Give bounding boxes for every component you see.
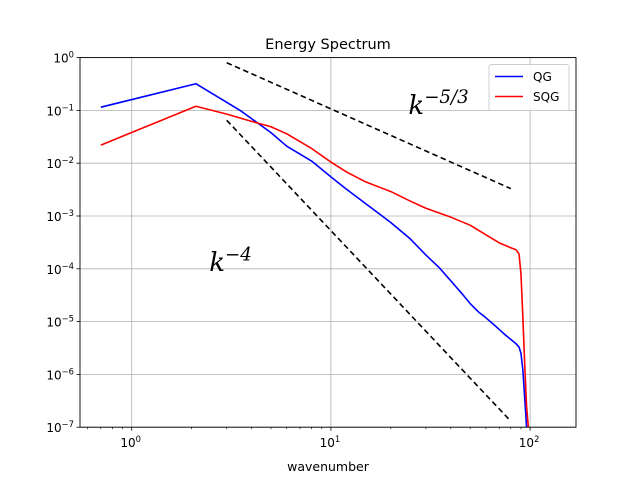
data-point-qg [409, 238, 411, 240]
legend: QG SQG [488, 64, 570, 111]
data-point-qg [330, 176, 332, 178]
x-tick-label: 100 [120, 434, 141, 450]
data-point-sqg [409, 200, 411, 202]
data-point-sqg [524, 364, 526, 366]
plot-frame [79, 57, 577, 428]
data-point-qg [311, 160, 313, 162]
data-point-sqg [100, 144, 102, 146]
y-tick-label: 10−5 [46, 314, 74, 330]
reference-line [226, 61, 512, 190]
y-tick-label: 10−4 [46, 261, 74, 277]
data-point-qg [515, 343, 517, 345]
data-point-sqg [526, 405, 528, 407]
slope-annotations: k−5/3 k−4 [209, 87, 468, 278]
data-point-sqg [270, 126, 272, 128]
data-point-qg [485, 317, 487, 319]
data-point-sqg [515, 249, 517, 251]
legend-label-sqg: SQG [533, 90, 559, 104]
data-point-qg [522, 369, 524, 371]
y-tick-label: 10−1 [46, 102, 74, 118]
chart-title: Energy Spectrum [265, 37, 391, 53]
data-point-qg [460, 292, 462, 294]
data-point-qg [270, 132, 272, 134]
slope-annotation: k−4 [209, 244, 252, 278]
data-point-qg [286, 145, 288, 147]
slope-annotation: k−5/3 [408, 87, 468, 121]
data-point-qg [239, 110, 241, 112]
x-tick-label: 102 [519, 434, 540, 450]
data-point-sqg [510, 247, 512, 249]
y-tick-label: 100 [53, 50, 74, 66]
data-point-sqg [522, 317, 524, 319]
data-point-sqg [498, 242, 500, 244]
reference-lines [226, 61, 512, 422]
data-point-sqg [485, 234, 487, 236]
y-tick-label: 10−6 [46, 366, 74, 382]
series-lines [100, 82, 530, 428]
data-point-qg [492, 323, 494, 325]
y-tick-label: 10−7 [46, 419, 74, 435]
legend-label-qg: QG [533, 70, 552, 84]
data-point-sqg [390, 191, 392, 193]
x-axis-ticks: 100 101 102 [87, 427, 540, 450]
data-point-qg [520, 353, 522, 355]
data-point-qg [346, 189, 348, 191]
data-point-sqg [286, 133, 288, 135]
reference-line [226, 119, 512, 422]
data-point-qg [469, 303, 471, 305]
y-tick-label: 10−2 [46, 155, 74, 171]
data-point-qg [195, 83, 197, 85]
data-point-sqg [226, 113, 228, 115]
data-point-sqg [520, 273, 522, 275]
data-point-qg [478, 311, 480, 313]
data-point-sqg [195, 105, 197, 107]
data-point-sqg [330, 161, 332, 163]
data-point-sqg [311, 148, 313, 150]
data-point-sqg [346, 171, 348, 173]
data-point-qg [524, 398, 526, 400]
data-point-qg [450, 280, 452, 282]
x-tick-label: 101 [320, 434, 341, 450]
series-line-sqg [100, 105, 530, 428]
y-tick-label: 10−3 [46, 208, 74, 224]
data-point-sqg [251, 121, 253, 123]
data-point-sqg [518, 253, 520, 255]
data-point-qg [425, 254, 427, 256]
data-point-sqg [450, 216, 452, 218]
data-point-qg [518, 346, 520, 348]
data-point-qg [100, 106, 102, 108]
data-point-qg [504, 334, 506, 336]
data-point-qg [510, 339, 512, 341]
data-point-qg [438, 267, 440, 269]
data-point-qg [390, 222, 392, 224]
y-axis-ticks: 10−7 10−6 10−5 10−4 10−3 10−2 10−1 100 [46, 50, 80, 435]
series-line-qg [100, 82, 528, 428]
data-point-sqg [425, 207, 427, 209]
data-point-qg [365, 203, 367, 205]
data-point-sqg [365, 181, 367, 183]
data-point-sqg [469, 224, 471, 226]
x-axis-label: wavenumber [287, 459, 370, 474]
data-point-qg [498, 329, 500, 331]
